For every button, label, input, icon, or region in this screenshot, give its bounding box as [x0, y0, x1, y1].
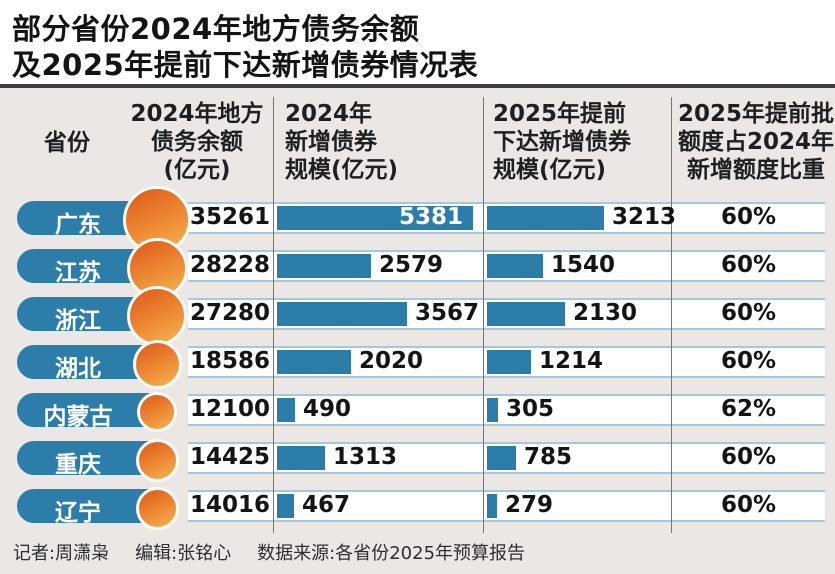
row-band	[188, 490, 825, 522]
header-new-bonds-2025-line3: 规模(亿元)	[493, 157, 607, 183]
ratio-value: 60%	[720, 444, 777, 470]
header-ratio-line1: 2025年提前批	[678, 101, 835, 127]
province-label: 江苏	[55, 260, 101, 286]
table-row: 辽宁 14016 467 279 60%	[0, 486, 835, 534]
debt-balance-value: 28228	[189, 252, 271, 278]
reporter-credit: 记者:周潇枭	[13, 543, 110, 564]
debt-bubble-icon	[135, 438, 179, 482]
title-divider	[0, 84, 835, 88]
bonds-2024-bar	[277, 206, 473, 230]
province-label: 内蒙古	[43, 404, 113, 430]
footer-credits: 记者:周潇枭 编辑:张铭心 数据来源:各省份2025年预算报告	[13, 539, 823, 565]
province-label: 广东	[55, 212, 101, 238]
debt-balance-value: 18586	[189, 348, 271, 374]
bonds-2025-bar	[487, 206, 604, 230]
debt-balance-value: 27280	[189, 300, 271, 326]
bonds-2024-value: 5381	[398, 204, 463, 230]
province-label: 重庆	[55, 452, 101, 478]
title-block: 部分省份2024年地方债务余额 及2025年提前下达新增债券情况表	[0, 0, 835, 84]
bonds-2025-bar	[487, 494, 497, 518]
bonds-2025-bar	[487, 302, 565, 326]
province-label: 辽宁	[55, 500, 101, 526]
ratio-value: 60%	[720, 252, 777, 278]
header-debt-balance: 2024年地方 债务余额 (亿元)	[124, 100, 270, 184]
bonds-2024-value: 467	[302, 492, 351, 518]
debt-balance-value: 14425	[189, 444, 271, 470]
header-debt-balance-line3: (亿元)	[163, 157, 231, 183]
header-new-bonds-2024-line3: 规模(亿元)	[285, 157, 399, 183]
debt-bubble-icon	[137, 392, 177, 432]
page-title-line1: 部分省份2024年地方债务余额	[12, 12, 420, 46]
bonds-2024-bar	[277, 398, 295, 422]
header-new-bonds-2024-line2: 新增债券	[285, 129, 377, 155]
bonds-2025-bar	[487, 254, 543, 278]
debt-balance-value: 35261	[189, 204, 271, 230]
table-row: 内蒙古 12100 490 305 62%	[0, 390, 835, 438]
table-row: 浙江 27280 3567 2130 60%	[0, 286, 835, 346]
data-source-credit: 数据来源:各省份2025年预算报告	[257, 543, 526, 564]
header-debt-balance-line2: 债务余额	[151, 129, 243, 155]
bonds-2024-value: 490	[303, 396, 352, 422]
bonds-2025-value: 279	[505, 492, 554, 518]
header-new-bonds-2024: 2024年 新增债券 规模(亿元)	[285, 100, 398, 184]
column-separator-1	[273, 97, 274, 533]
column-separator-3	[671, 97, 672, 533]
bonds-2025-value: 1540	[551, 252, 616, 278]
bonds-2024-bar	[277, 446, 325, 470]
header-ratio-line3: 新增额度比重	[687, 157, 825, 183]
debt-bubble-icon	[135, 486, 179, 530]
bonds-2025-value: 2130	[573, 300, 638, 326]
ratio-value: 60%	[720, 300, 777, 326]
table-row: 江苏 28228 2579 1540 60%	[0, 237, 835, 299]
header-debt-balance-line1: 2024年地方	[130, 101, 264, 127]
bonds-2025-value: 305	[506, 396, 555, 422]
page-title-line2: 及2025年提前下达新增债券情况表	[12, 48, 479, 82]
header-new-bonds-2025-line1: 2025年提前	[493, 101, 627, 127]
bonds-2025-bar	[487, 446, 516, 470]
bonds-2025-value: 1214	[539, 348, 604, 374]
header-new-bonds-2025: 2025年提前 下达新增债券 规模(亿元)	[493, 100, 631, 184]
ratio-value: 62%	[720, 396, 777, 422]
bonds-2024-value: 1313	[333, 444, 398, 470]
debt-balance-value: 12100	[189, 396, 271, 422]
debt-balance-value: 14016	[189, 492, 271, 518]
table-row: 重庆 14425 1313 785 60%	[0, 438, 835, 486]
table-row: 湖北 18586 2020 1214 60%	[0, 339, 835, 390]
province-label: 湖北	[55, 356, 101, 382]
bonds-2024-value: 3567	[415, 300, 480, 326]
bonds-2024-value: 2020	[359, 348, 424, 374]
header-province: 省份	[44, 130, 90, 156]
ratio-value: 60%	[720, 204, 777, 230]
bonds-2024-bar	[277, 494, 294, 518]
bonds-2024-bar	[277, 302, 407, 326]
bonds-2025-value: 785	[524, 444, 573, 470]
bonds-2025-bar	[487, 350, 531, 374]
bonds-2024-bar	[277, 350, 351, 374]
editor-credit: 编辑:张铭心	[135, 543, 232, 564]
bonds-2024-bar	[277, 254, 371, 278]
bonds-2025-value: 3213	[612, 204, 677, 230]
bonds-2025-bar	[487, 398, 498, 422]
header-new-bonds-2024-line1: 2024年	[285, 101, 373, 127]
column-separator-2	[483, 97, 484, 533]
bonds-2024-value: 2579	[379, 252, 444, 278]
table-row: 广东 35261 5381 3213 60%	[0, 186, 835, 254]
debt-bubble-icon	[132, 339, 182, 389]
province-label: 浙江	[55, 308, 101, 334]
ratio-value: 60%	[720, 492, 777, 518]
header-ratio-line2: 额度占2024年	[678, 129, 835, 155]
ratio-value: 60%	[720, 348, 777, 374]
header-new-bonds-2025-line2: 下达新增债券	[493, 129, 631, 155]
debt-bubble-icon	[127, 286, 187, 346]
header-ratio: 2025年提前批 额度占2024年 新增额度比重	[678, 100, 834, 184]
